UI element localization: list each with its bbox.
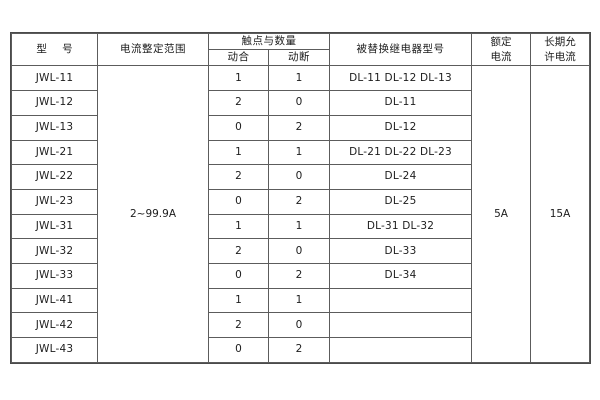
cell-replaced-relay: DL-33 [329,238,472,265]
cell-model: JWL-22 [11,164,98,190]
cell-rated-current: 5A [471,65,531,363]
table-body: JWL-11 2~99.9A 1 1 DL-11 DL-12 DL-13 5A 15A JWL… [11,65,590,363]
cell-contacts-make: 0 [208,337,269,363]
cell-contacts-break: 2 [268,188,330,215]
cell-replaced-relay: DL-34 [329,263,472,289]
cell-contacts-make: 0 [208,114,269,141]
table-row: JWL-23 0 2 DL-25 [11,188,590,215]
cell-replaced-relay: DL-21 DL-22 DL-23 [329,139,472,166]
header-row-1: 型 号 电流整定范围 触点与数量 被替换继电器型号 额定 电流 长期允 许电流 [11,32,590,67]
cell-contacts-make: 0 [208,263,269,289]
cell-replaced-relay: DL-31 DL-32 [329,213,472,240]
header-current-range: 电流整定范围 [97,32,209,67]
cell-model: JWL-31 [11,213,98,240]
cell-replaced-relay: DL-11 DL-12 DL-13 [329,65,472,92]
cell-long-term-current: 15A [530,65,590,363]
table-row: JWL-31 1 1 DL-31 DL-32 [11,213,590,240]
cell-model: JWL-11 [11,65,98,92]
cell-contacts-make: 2 [208,90,269,116]
table-row: JWL-12 2 0 DL-11 [11,90,590,116]
cell-contacts-break: 2 [268,114,330,141]
header-long-term-current-line1: 长期允 [544,35,576,48]
header-replaced-relay: 被替换继电器型号 [329,32,472,67]
cell-model: JWL-12 [11,90,98,116]
table-row: JWL-22 2 0 DL-24 [11,164,590,190]
cell-current-range: 2~99.9A [97,65,209,363]
cell-model: JWL-33 [11,263,98,289]
cell-contacts-make: 1 [208,287,269,314]
cell-contacts-make: 2 [208,238,269,265]
header-rated-current-line2: 电流 [490,50,512,63]
table-header: 型 号 电流整定范围 触点与数量 被替换继电器型号 额定 电流 长期允 许电流 … [11,32,590,67]
cell-model: JWL-23 [11,188,98,215]
cell-replaced-relay: DL-25 [329,188,472,215]
cell-model: JWL-41 [11,287,98,314]
cell-model: JWL-42 [11,312,98,339]
cell-replaced-relay [329,287,472,314]
cell-model: JWL-43 [11,337,98,363]
header-rated-current-line1: 额定 [490,35,512,48]
header-contacts-make: 动合 [208,49,269,67]
header-row-2: 动合 动断 [12,49,590,67]
cell-contacts-make: 1 [208,139,269,166]
table-row: JWL-32 2 0 DL-33 [11,238,590,265]
cell-contacts-make: 1 [208,65,269,92]
header-long-term-current: 长期允 许电流 [530,32,590,67]
cell-replaced-relay [329,312,472,339]
header-model: 型 号 [11,32,98,67]
cell-model: JWL-13 [11,114,98,141]
relay-specification-table: 型 号 电流整定范围 触点与数量 被替换继电器型号 额定 电流 长期允 许电流 … [10,32,591,364]
cell-contacts-make: 2 [208,312,269,339]
cell-contacts-break: 1 [268,213,330,240]
cell-contacts-break: 0 [268,238,330,265]
cell-contacts-break: 0 [268,164,330,190]
table-row: JWL-43 0 2 [11,337,590,363]
cell-replaced-relay: DL-11 [329,90,472,116]
cell-contacts-break: 1 [268,139,330,166]
table-row: JWL-33 0 2 DL-34 [11,263,590,289]
cell-contacts-break: 1 [268,287,330,314]
cell-model: JWL-32 [11,238,98,265]
header-long-term-current-line2: 许电流 [544,50,576,63]
cell-contacts-break: 0 [268,90,330,116]
cell-contacts-break: 2 [268,263,330,289]
header-model-label: 型 号 [36,43,79,56]
cell-replaced-relay [329,337,472,363]
header-rated-current: 额定 电流 [471,32,531,67]
cell-contacts-break: 0 [268,312,330,339]
cell-replaced-relay: DL-12 [329,114,472,141]
specification-table-container: 型 号 电流整定范围 触点与数量 被替换继电器型号 额定 电流 长期允 许电流 … [10,32,591,364]
cell-contacts-make: 0 [208,188,269,215]
cell-contacts-make: 1 [208,213,269,240]
cell-contacts-make: 2 [208,164,269,190]
cell-contacts-break: 2 [268,337,330,363]
cell-contacts-break: 1 [268,65,330,92]
header-contacts-group: 触点与数量 [208,32,330,51]
table-row: JWL-41 1 1 [11,287,590,314]
header-contacts-break: 动断 [268,49,330,67]
table-row: JWL-42 2 0 [11,312,590,339]
table-row: JWL-11 2~99.9A 1 1 DL-11 DL-12 DL-13 5A 15A [11,65,590,363]
cell-replaced-relay: DL-24 [329,164,472,190]
cell-model: JWL-21 [11,139,98,166]
